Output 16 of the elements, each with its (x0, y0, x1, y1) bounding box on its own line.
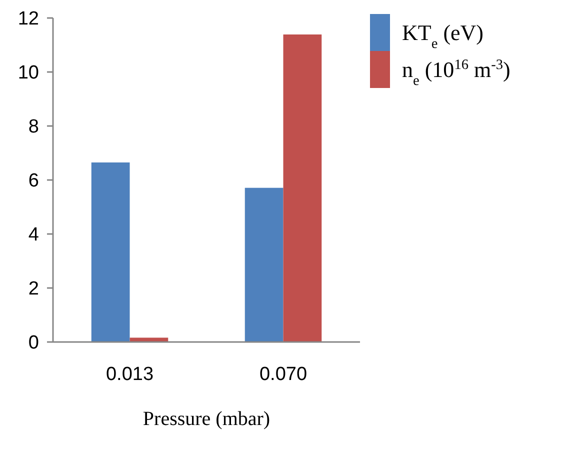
y-tick-label: 10 (18, 62, 39, 84)
y-tick-label: 8 (28, 116, 39, 138)
y-tick-label: 12 (18, 8, 39, 30)
bar (283, 34, 322, 342)
x-axis-title: Pressure (mbar) (142, 408, 270, 430)
x-tick-label: 0.013 (106, 364, 154, 385)
bar (130, 338, 168, 342)
y-tick-label: 4 (28, 224, 40, 246)
bar (91, 162, 130, 342)
bar (244, 188, 284, 342)
legend-label: KT$_{e}$ (eV) (402, 20, 484, 52)
x-tick-label: 0.070 (259, 364, 308, 385)
y-tick-label: 2 (28, 278, 39, 300)
y-tick-label: 6 (28, 170, 39, 192)
legend-label: n$_{e}$ (10$^{16}$ m$^{-3}$) (402, 57, 510, 89)
y-tick-label: 0 (28, 332, 39, 354)
